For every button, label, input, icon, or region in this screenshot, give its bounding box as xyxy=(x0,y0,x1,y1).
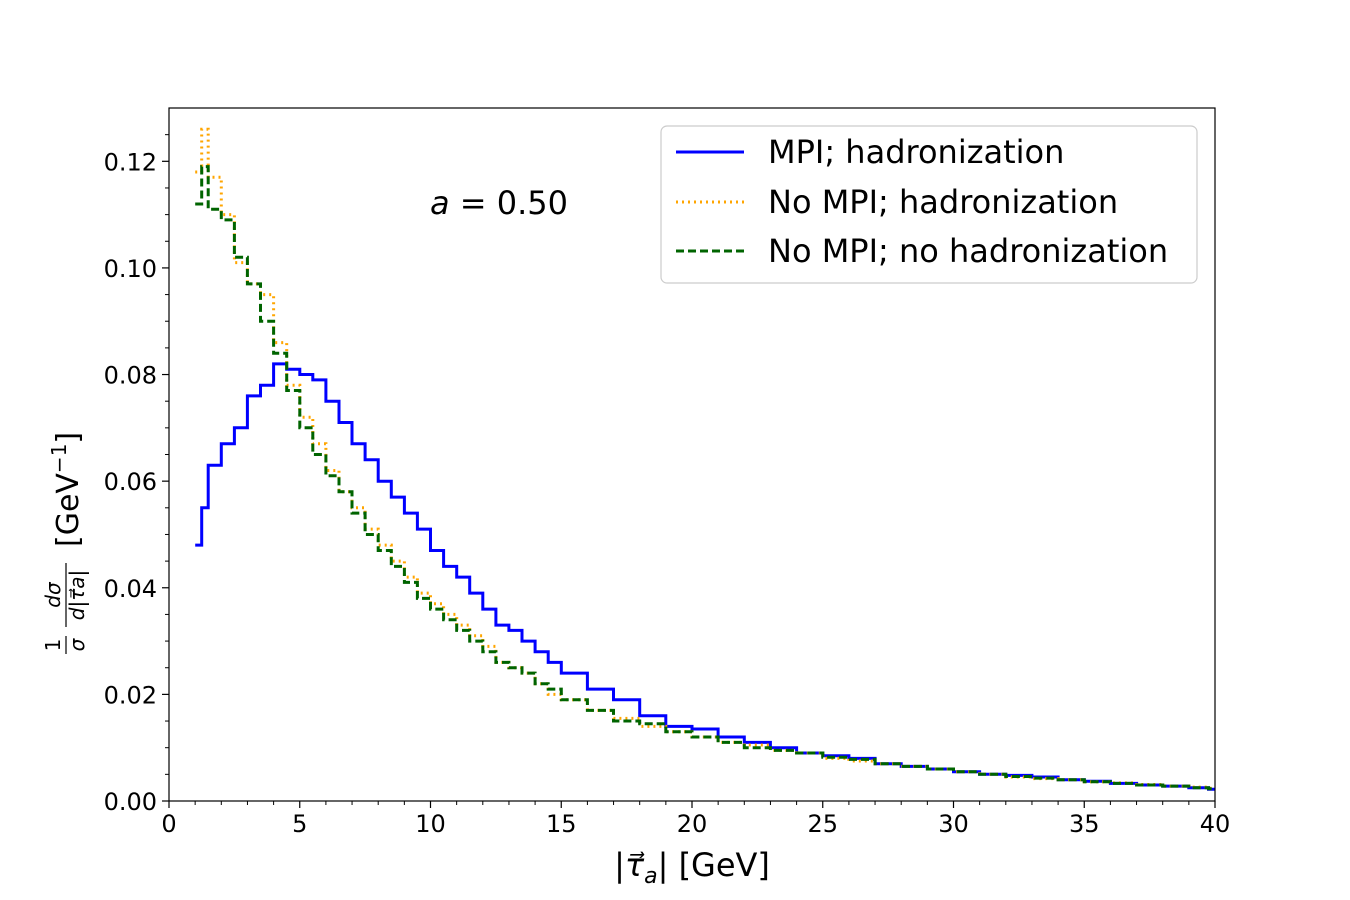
legend-label-no-mpi-hadronization: No MPI; hadronization xyxy=(768,183,1118,221)
x-tick-label: 5 xyxy=(292,810,307,838)
annotation-value: 0.50 xyxy=(497,184,568,222)
x-tick-label: 10 xyxy=(415,810,446,838)
legend-label-no-mpi-no-hadronization: No MPI; no hadronization xyxy=(768,232,1168,270)
annotation-op: = xyxy=(450,184,497,222)
y-tick-label: 0.10 xyxy=(104,255,157,283)
series-line-0 xyxy=(195,362,1215,791)
series-layer xyxy=(195,127,1215,791)
x-axis-title-tau: τ⃗ xyxy=(625,846,645,884)
y-axis-title: 1 σ dσ d|τ⃗a| [GeV−1] xyxy=(41,432,89,654)
y-tick-label: 0.00 xyxy=(104,788,157,816)
y-title-unit-base: [GeV xyxy=(51,473,86,547)
x-axis-title: |τ⃗a| [GeV] xyxy=(614,846,770,889)
legend-label-mpi-hadronization: MPI; hadronization xyxy=(768,133,1064,171)
legend: MPI; hadronization No MPI; hadronization… xyxy=(660,125,1198,284)
y-title-unit-close: ] xyxy=(51,432,86,444)
y-title-dsigma: dσ xyxy=(41,581,65,608)
y-axis: 0.00 0.02 0.04 0.06 0.08 0.10 0.12 xyxy=(104,134,169,816)
y-tick-label: 0.04 xyxy=(104,575,157,603)
x-tick-label: 25 xyxy=(807,810,838,838)
y-tick-label: 0.08 xyxy=(104,362,157,390)
x-tick-label: 35 xyxy=(1069,810,1100,838)
y-title-frac-bottom: σ xyxy=(65,637,89,651)
y-title-dtau: d|τ⃗a| xyxy=(65,570,89,620)
x-axis-title-post: | [GeV] xyxy=(658,846,770,884)
y-tick-label: 0.02 xyxy=(104,681,157,709)
annotation-var: a xyxy=(430,184,450,222)
x-tick-label: 30 xyxy=(938,810,969,838)
series-line-2 xyxy=(195,165,1215,791)
y-tick-label: 0.06 xyxy=(104,468,157,496)
x-tick-label: 15 xyxy=(546,810,577,838)
x-tick-label: 40 xyxy=(1200,810,1231,838)
legend-box xyxy=(660,125,1198,284)
x-axis: 0 5 10 15 20 25 30 35 40 xyxy=(161,801,1230,838)
y-title-frac-top: 1 xyxy=(41,639,65,652)
annotation: a = 0.50 xyxy=(430,184,568,222)
y-title-unit-exp: −1 xyxy=(47,444,71,473)
x-axis-title-pre: | xyxy=(614,846,625,884)
x-tick-label: 0 xyxy=(161,810,176,838)
y-tick-label: 0.12 xyxy=(104,148,157,176)
y-title-unit: [GeV−1] xyxy=(47,432,86,547)
x-axis-title-sub: a xyxy=(644,864,657,889)
x-tick-label: 20 xyxy=(677,810,708,838)
